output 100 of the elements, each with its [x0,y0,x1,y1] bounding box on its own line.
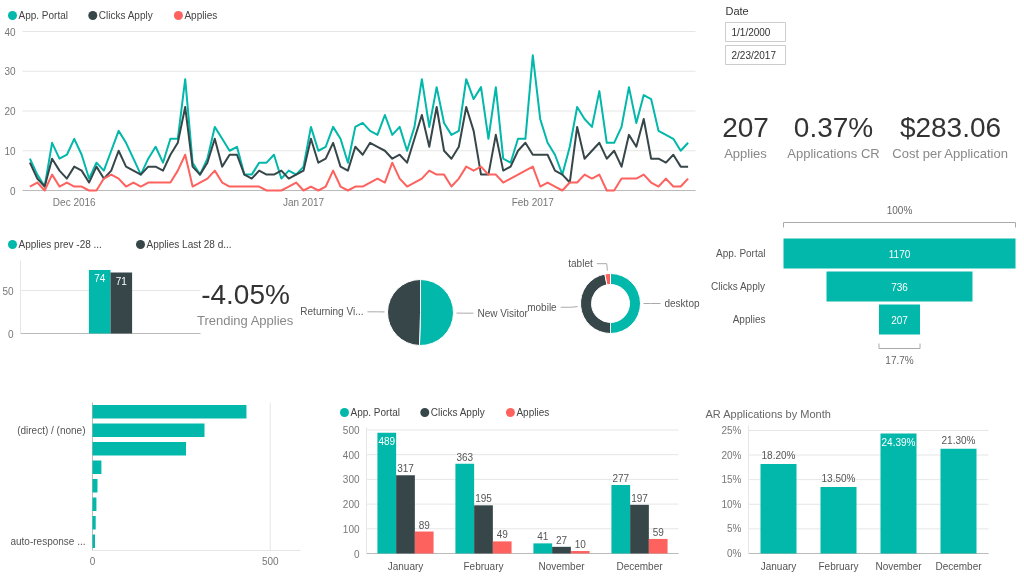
y-tick-label: 30 [4,66,16,78]
line-series [28,153,690,192]
data-label: 21.30% [941,434,976,446]
slice-label: desktop [664,298,700,309]
y-tick-label: 15% [721,474,742,486]
y-tick-label: (direct) / (none) [17,424,86,436]
bar [940,448,977,554]
y-tick-label: 200 [342,499,360,511]
x-tick-label: Feb 2017 [511,196,555,208]
data-label: 195 [475,493,493,505]
legend-label: Applies Last 28 d... [146,239,232,250]
y-tick-label: 10% [721,498,742,510]
data-label: 59 [652,526,665,538]
data-label: 317 [397,463,415,475]
bar [533,543,553,554]
y-tick-label: 20 [4,106,16,117]
bar [396,475,415,554]
y-tick-label: 5% [727,523,742,535]
y-tick-label: 0 [9,185,16,197]
bar [648,538,668,554]
bar [92,516,96,530]
text: -4.05% [201,279,290,310]
data-label: 736 [891,281,909,293]
data-label: 24.39% [881,437,916,449]
data-label: 18.20% [761,449,796,461]
bar [630,504,649,554]
data-label: 89 [418,519,431,531]
y-tick-label: 100 [342,523,360,535]
bar [552,546,571,554]
data-label: 13.50% [821,473,856,485]
x-tick-label: November [538,560,586,572]
data-label: 71 [115,275,128,287]
data-label: 27 [555,534,568,546]
slice-label: Returning Vi... [300,306,364,318]
category-label: Applies [732,314,766,325]
x-tick-label: February [818,560,859,572]
bar [880,433,917,554]
bar [820,487,857,554]
bar [570,551,590,554]
legend-label: Clicks Apply [98,10,153,21]
y-tick-label: auto-response ... [10,535,86,547]
data-label: 197 [631,492,649,504]
bar [492,541,512,554]
data-label: 489 [378,435,396,447]
legend-label: App. Portal [350,407,400,418]
data-label: 10 [574,539,587,551]
y-tick-label: 300 [342,474,360,486]
text: Applies [724,146,768,161]
bar [92,423,205,437]
x-tick-label: Jan 2017 [282,196,325,208]
slice-label: mobile [527,301,558,313]
data-label: 41 [537,531,549,543]
data-label: 1170 [888,248,911,260]
y-tick-label: 20% [721,449,742,461]
text: 100% [886,205,913,216]
legend-label: Applies [184,10,218,21]
text: $283.06 [899,112,1002,143]
bar [455,463,475,554]
category-label: App. Portal [716,248,766,259]
y-tick-label: 0% [727,548,742,559]
data-label: 207 [891,314,909,326]
slice-label: tablet [568,258,593,270]
y-tick-label: 400 [342,449,360,461]
text: Cost per Application [892,146,1008,161]
legend-label: Clicks Apply [430,407,485,418]
data-label: 49 [496,529,509,541]
x-tick-label: December [935,560,983,572]
x-tick-label: December [616,560,664,572]
data-label: 363 [456,451,474,463]
y-tick-label: 500 [342,424,360,436]
data-label: 74 [94,272,106,284]
line-series [28,106,690,188]
text: 17.7% [885,355,914,366]
bar [377,432,397,554]
text: Applications CR [787,146,880,161]
bar [92,405,247,419]
annotation: Trending Applies [196,313,294,328]
bar [611,485,631,554]
bar [92,442,187,456]
chart-title: AR Applications by Month [705,407,831,420]
y-tick-label: 50 [2,285,14,297]
text: 0.37% [793,112,874,143]
slice-label: New Visitor [477,307,529,319]
y-tick-label: 10 [4,145,16,157]
legend-label: App. Portal [18,10,68,21]
x-tick-label: January [760,560,797,572]
x-tick-label: Dec 2016 [52,196,97,208]
text: 1/1/2000 [731,26,771,38]
text: 2/23/2017 [731,49,777,61]
data-label: 277 [612,473,630,485]
legend-label: Applies [516,407,550,418]
legend-label: Applies prev -28 ... [18,239,102,250]
x-tick-label: 500 [261,555,280,567]
text: Date [725,4,749,17]
bar [474,505,493,554]
bar [760,463,797,554]
category-label: Clicks Apply [711,281,765,292]
x-tick-label: January [387,560,424,572]
y-tick-label: 0 [7,328,14,340]
x-tick-label: February [463,560,504,572]
